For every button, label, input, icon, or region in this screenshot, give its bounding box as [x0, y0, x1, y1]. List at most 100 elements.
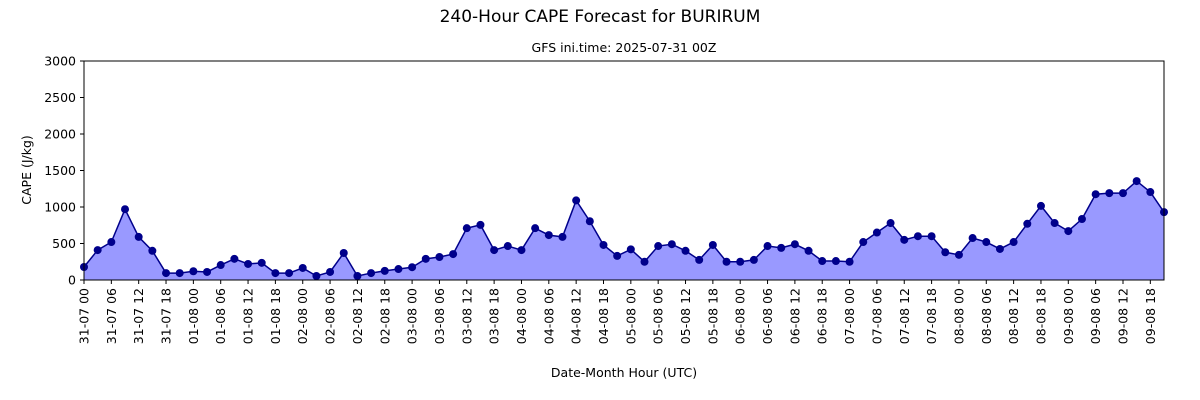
x-tick-label: 31-07 00 [77, 288, 92, 344]
data-point [148, 246, 157, 255]
data-point [380, 266, 389, 275]
data-point [995, 244, 1004, 253]
data-point [831, 257, 840, 266]
data-point [777, 243, 786, 252]
data-point [558, 232, 567, 241]
data-point [626, 245, 635, 254]
x-tick-label: 05-08 12 [678, 288, 693, 344]
x-tick-label: 31-07 12 [131, 288, 146, 344]
x-tick-label: 01-08 06 [213, 288, 228, 344]
data-point [435, 253, 444, 262]
data-point [421, 254, 430, 263]
data-point [490, 246, 499, 255]
x-tick-label: 08-08 12 [1006, 288, 1021, 344]
data-point [1105, 189, 1114, 198]
data-point [1146, 188, 1155, 197]
y-tick-label: 0 [68, 273, 76, 288]
data-point [954, 250, 963, 259]
data-point [654, 242, 663, 251]
y-axis-label: CAPE (J/kg) [19, 135, 34, 205]
data-point [339, 248, 348, 257]
data-point [93, 246, 102, 255]
area-fill [84, 181, 1164, 280]
x-tick-label: 04-08 12 [569, 288, 584, 344]
x-tick-label: 07-08 18 [924, 288, 939, 344]
data-point [886, 219, 895, 228]
data-point [326, 267, 335, 276]
data-point [1077, 215, 1086, 224]
x-tick-label: 03-08 12 [459, 288, 474, 344]
data-point [667, 240, 676, 249]
data-point [531, 224, 540, 233]
x-tick-label: 04-08 00 [514, 288, 529, 344]
data-point [367, 269, 376, 278]
data-point [804, 246, 813, 255]
data-point [449, 250, 458, 259]
data-point [722, 257, 731, 266]
data-point [763, 242, 772, 251]
x-axis-label: Date-Month Hour (UTC) [551, 365, 697, 380]
x-tick-label: 02-08 18 [377, 288, 392, 344]
x-tick-label: 08-08 00 [951, 288, 966, 344]
data-point [900, 235, 909, 244]
data-point [695, 255, 704, 264]
x-tick-label: 05-08 18 [705, 288, 720, 344]
data-point [1036, 201, 1045, 210]
data-point [736, 257, 745, 266]
data-point [1118, 189, 1127, 198]
data-point [353, 271, 362, 280]
x-tick-label: 04-08 18 [596, 288, 611, 344]
data-point [585, 217, 594, 226]
data-point [1091, 190, 1100, 199]
data-point [572, 196, 581, 205]
y-tick-label: 2000 [44, 127, 76, 142]
data-point [271, 269, 280, 278]
data-point [544, 231, 553, 240]
chart-title: 240-Hour CAPE Forecast for BURIRUM [440, 7, 761, 27]
x-tick-label: 01-08 00 [186, 288, 201, 344]
chart-subtitle: GFS ini.time: 2025-07-31 00Z [532, 40, 717, 55]
x-tick-label: 03-08 00 [405, 288, 420, 344]
data-point [476, 220, 485, 229]
data-point [312, 271, 321, 280]
data-point [462, 224, 471, 233]
x-tick-label: 07-08 12 [897, 288, 912, 344]
x-tick-label: 05-08 00 [623, 288, 638, 344]
data-point [503, 242, 512, 251]
x-tick-label: 06-08 00 [733, 288, 748, 344]
data-point [189, 267, 198, 276]
data-point [257, 258, 266, 267]
y-tick-label: 2500 [44, 90, 76, 105]
data-point [298, 263, 307, 272]
x-tick-label: 31-07 18 [159, 288, 174, 344]
data-point [613, 251, 622, 260]
data-point [640, 257, 649, 266]
x-tick-label: 02-08 12 [350, 288, 365, 344]
x-tick-label: 06-08 06 [760, 288, 775, 344]
y-tick-label: 3000 [44, 54, 76, 69]
y-tick-label: 1500 [44, 163, 76, 178]
data-point [599, 240, 608, 249]
data-point [872, 228, 881, 237]
data-point [203, 267, 212, 276]
data-point [982, 238, 991, 247]
data-point [1064, 227, 1073, 236]
x-tick-label: 08-08 18 [1033, 288, 1048, 344]
x-tick-label: 09-08 18 [1143, 288, 1158, 344]
x-tick-label: 02-08 06 [323, 288, 338, 344]
data-point [244, 259, 253, 268]
data-point [913, 232, 922, 241]
x-tick-label: 05-08 06 [651, 288, 666, 344]
data-point [394, 265, 403, 274]
x-tick-label: 06-08 12 [787, 288, 802, 344]
data-point [927, 232, 936, 241]
x-tick-label: 02-08 00 [295, 288, 310, 344]
x-tick-label: 01-08 18 [268, 288, 283, 344]
data-point [681, 246, 690, 255]
y-tick-label: 500 [52, 236, 76, 251]
x-tick-label: 07-08 00 [842, 288, 857, 344]
data-point [230, 254, 239, 263]
x-tick-label: 03-08 06 [432, 288, 447, 344]
data-point [1132, 177, 1141, 186]
